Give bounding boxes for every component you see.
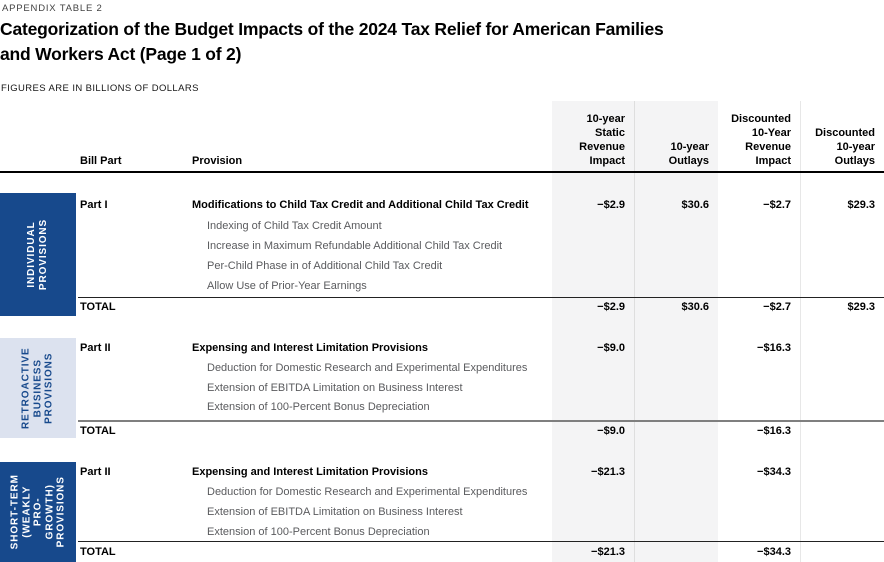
header-bill-part: Bill Part bbox=[80, 155, 122, 167]
section-retroactive-business-provisions: RETROACTIVE BUSINESS PROVISIONS Part II … bbox=[0, 338, 884, 438]
header-rule bbox=[0, 171, 884, 173]
total-rule bbox=[78, 297, 884, 298]
section-label-box: INDIVIDUAL PROVISIONS bbox=[0, 193, 76, 316]
value-outlays: $30.6 bbox=[681, 199, 709, 211]
bill-part-cell: Part II bbox=[80, 466, 111, 478]
table-row: Extension of EBITDA Limitation on Busine… bbox=[0, 502, 884, 522]
total-discounted-revenue: −$16.3 bbox=[757, 425, 791, 437]
sub-item: Indexing of Child Tax Credit Amount bbox=[207, 220, 382, 232]
total-static-revenue: −$2.9 bbox=[597, 301, 625, 313]
total-discounted-revenue: −$2.7 bbox=[763, 301, 791, 313]
total-rule bbox=[78, 541, 884, 542]
provision-cell: Expensing and Interest Limitation Provis… bbox=[192, 342, 428, 354]
table-row: Deduction for Domestic Research and Expe… bbox=[0, 482, 884, 502]
table-row: Part II Expensing and Interest Limitatio… bbox=[0, 462, 884, 482]
page-title: Categorization of the Budget Impacts of … bbox=[0, 19, 664, 64]
value-discounted-revenue: −$2.7 bbox=[763, 199, 791, 211]
table-kicker: APPENDIX TABLE 2 bbox=[2, 3, 103, 14]
bill-part-cell: Part II bbox=[80, 342, 111, 354]
value-static-revenue: −$2.9 bbox=[597, 199, 625, 211]
total-label: TOTAL bbox=[80, 546, 116, 558]
total-row: TOTAL −$9.0 −$16.3 bbox=[0, 422, 884, 440]
header-discounted-outlays: Discounted 10-year Outlays bbox=[815, 127, 875, 167]
section-short-term-provisions: SHORT-TERM (WEAKLY PRO-GROWTH) PROVISION… bbox=[0, 462, 884, 562]
total-discounted-outlays: $29.3 bbox=[847, 301, 875, 313]
sub-item: Deduction for Domestic Research and Expe… bbox=[207, 486, 528, 498]
sub-item: Extension of EBITDA Limitation on Busine… bbox=[207, 506, 463, 518]
table-row: Increase in Maximum Refundable Additiona… bbox=[0, 236, 884, 256]
table-row: Deduction for Domestic Research and Expe… bbox=[0, 358, 884, 378]
table-row: Part II Expensing and Interest Limitatio… bbox=[0, 338, 884, 358]
table-row: Extension of EBITDA Limitation on Busine… bbox=[0, 378, 884, 398]
sub-item: Allow Use of Prior-Year Earnings bbox=[207, 280, 367, 292]
column-divider-1 bbox=[634, 101, 635, 562]
total-row: TOTAL −$21.3 −$34.3 bbox=[0, 542, 884, 562]
value-discounted-revenue: −$34.3 bbox=[757, 466, 791, 478]
shaded-columns-background bbox=[552, 101, 718, 562]
value-static-revenue: −$21.3 bbox=[591, 466, 625, 478]
table-row: Part I Modifications to Child Tax Credit… bbox=[0, 195, 884, 215]
total-rule bbox=[78, 420, 884, 422]
total-outlays: $30.6 bbox=[681, 301, 709, 313]
section-label-box: RETROACTIVE BUSINESS PROVISIONS bbox=[0, 338, 76, 438]
table-row: Extension of 100-Percent Bonus Depreciat… bbox=[0, 522, 884, 542]
total-static-revenue: −$9.0 bbox=[597, 425, 625, 437]
value-discounted-revenue: −$16.3 bbox=[757, 342, 791, 354]
value-discounted-outlays: $29.3 bbox=[847, 199, 875, 211]
sub-item: Deduction for Domestic Research and Expe… bbox=[207, 362, 528, 374]
sub-item: Extension of 100-Percent Bonus Depreciat… bbox=[207, 401, 430, 413]
table-row: Allow Use of Prior-Year Earnings bbox=[0, 276, 884, 296]
total-discounted-revenue: −$34.3 bbox=[757, 546, 791, 558]
header-discounted-revenue-impact: Discounted 10-Year Revenue Impact bbox=[731, 113, 791, 167]
provision-cell: Expensing and Interest Limitation Provis… bbox=[192, 466, 428, 478]
table-row: Per-Child Phase in of Additional Child T… bbox=[0, 256, 884, 276]
header-provision: Provision bbox=[192, 155, 243, 167]
section-label-box: SHORT-TERM (WEAKLY PRO-GROWTH) PROVISION… bbox=[0, 462, 76, 562]
total-label: TOTAL bbox=[80, 425, 116, 437]
sub-item: Per-Child Phase in of Additional Child T… bbox=[207, 260, 443, 272]
header-static-revenue-impact: 10-year Static Revenue Impact bbox=[579, 113, 625, 167]
table-row: Extension of 100-Percent Bonus Depreciat… bbox=[0, 397, 884, 417]
sub-item: Extension of EBITDA Limitation on Busine… bbox=[207, 382, 463, 394]
total-label: TOTAL bbox=[80, 301, 116, 313]
total-row: TOTAL −$2.9 $30.6 −$2.7 $29.3 bbox=[0, 298, 884, 316]
section-individual-provisions: INDIVIDUAL PROVISIONS Part I Modificatio… bbox=[0, 193, 884, 316]
bill-part-cell: Part I bbox=[80, 199, 108, 211]
total-static-revenue: −$21.3 bbox=[591, 546, 625, 558]
column-divider-2 bbox=[800, 101, 801, 562]
table-row: Indexing of Child Tax Credit Amount bbox=[0, 216, 884, 236]
units-note: FIGURES ARE IN BILLIONS OF DOLLARS bbox=[1, 83, 199, 94]
provision-cell: Modifications to Child Tax Credit and Ad… bbox=[192, 199, 529, 211]
sub-item: Extension of 100-Percent Bonus Depreciat… bbox=[207, 526, 430, 538]
header-outlays: 10-year Outlays bbox=[668, 141, 709, 167]
sub-item: Increase in Maximum Refundable Additiona… bbox=[207, 240, 503, 252]
value-static-revenue: −$9.0 bbox=[597, 342, 625, 354]
